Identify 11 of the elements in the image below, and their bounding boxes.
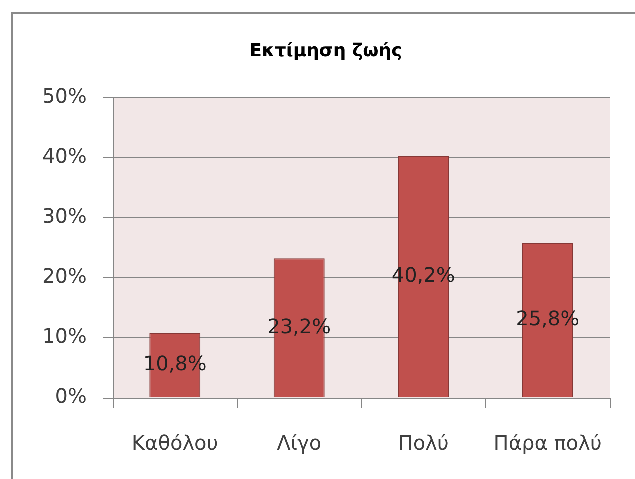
y-tick-label: 50% [42, 84, 87, 108]
y-tick-label: 30% [42, 204, 87, 228]
y-tick-label: 10% [42, 324, 87, 348]
x-tick-label: Λίγο [277, 431, 322, 456]
y-tick-label: 0% [55, 384, 87, 408]
y-tick-label: 40% [42, 144, 87, 168]
x-tick-label: Πολύ [398, 431, 449, 456]
x-tick-label: Πάρα πολύ [494, 431, 602, 456]
y-tick-label: 20% [42, 264, 87, 288]
x-tick-label: Καθόλου [132, 431, 218, 456]
chart-title: Εκτίμηση ζωής [250, 40, 402, 62]
